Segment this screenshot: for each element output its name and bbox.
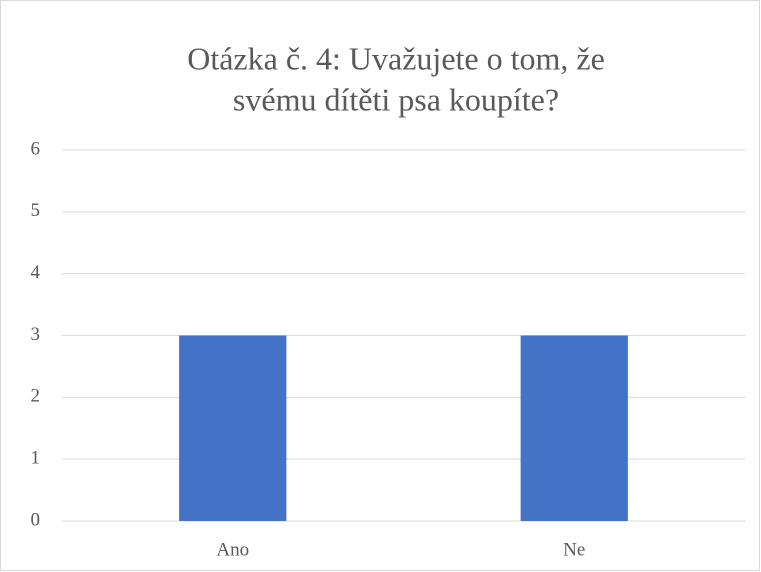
y-tick-label: 2 [31, 386, 41, 407]
x-tick-label: Ne [563, 539, 585, 560]
y-tick-label: 6 [31, 138, 41, 159]
chart-title: svému dítěti psa koupíte? [233, 81, 559, 117]
y-tick-label: 4 [31, 262, 41, 283]
x-tick-label: Ano [216, 539, 249, 560]
y-tick-label: 5 [31, 200, 41, 221]
bar [520, 335, 628, 521]
y-tick-label: 3 [31, 324, 41, 345]
bar [179, 335, 287, 521]
chart-title: Otázka č. 4: Uvažujete o tom, že [187, 40, 605, 76]
y-tick-label: 0 [31, 509, 41, 530]
y-tick-label: 1 [31, 448, 41, 469]
